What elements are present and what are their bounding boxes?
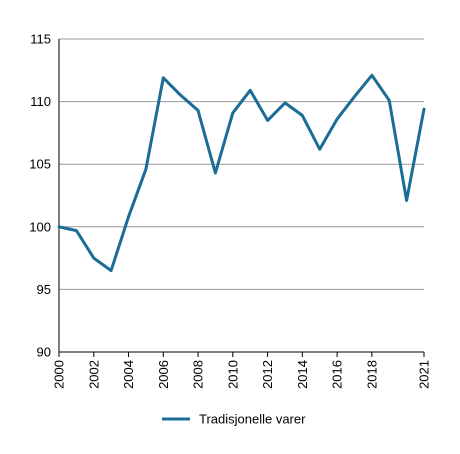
x-axis-ticks: 2000 2002 2004 2006 2008 2010 2012 2014 2016 2018…	[52, 352, 432, 389]
y-tick-label-90: 90	[37, 345, 51, 360]
x-tick-label-2010: 2010	[225, 360, 240, 389]
x-tick-label-2014: 2014	[295, 360, 310, 389]
x-tick-label-2000: 2000	[52, 360, 67, 389]
y-tick-label-100: 100	[29, 219, 51, 234]
x-tick-label-2004: 2004	[121, 360, 136, 389]
x-tick-label-2021: 2021	[417, 360, 432, 389]
legend: Tradisjonelle varer	[162, 412, 306, 427]
y-axis-ticks: 90 95 100 105 110 115	[29, 32, 51, 360]
series-group	[57, 73, 426, 273]
series-line-0	[57, 73, 426, 273]
x-tick-label-2008: 2008	[191, 360, 206, 389]
y-tick-label-110: 110	[30, 94, 51, 109]
y-tick-label-115: 115	[30, 32, 51, 47]
x-tick-label-2016: 2016	[330, 360, 345, 389]
legend-label: Tradisjonelle varer	[199, 412, 306, 427]
x-tick-label-2018: 2018	[364, 360, 379, 389]
y-tick-label-105: 105	[29, 157, 51, 172]
x-tick-label-2012: 2012	[260, 360, 275, 389]
y-tick-label-95: 95	[37, 282, 51, 297]
gridlines	[59, 38, 424, 353]
x-tick-label-2002: 2002	[86, 360, 101, 389]
x-tick-label-2006: 2006	[156, 360, 171, 389]
